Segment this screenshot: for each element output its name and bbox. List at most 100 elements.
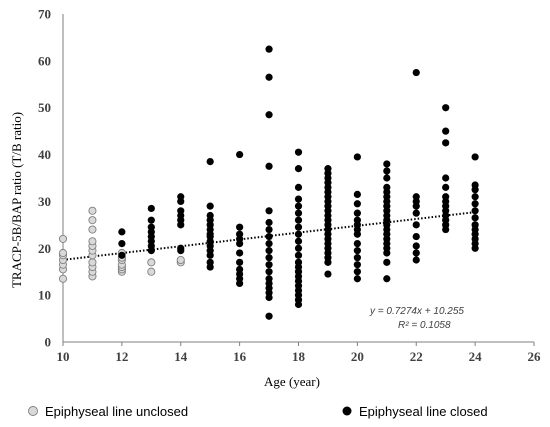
point-closed bbox=[324, 270, 332, 278]
point-closed bbox=[265, 218, 273, 227]
point-closed bbox=[412, 68, 420, 77]
point-closed bbox=[383, 174, 391, 182]
point-closed bbox=[353, 240, 361, 248]
point-closed bbox=[471, 207, 479, 215]
trend-equation: y = 0.7274x + 10.255 bbox=[369, 306, 464, 317]
x-tick-label: 18 bbox=[292, 349, 306, 364]
point-closed bbox=[412, 193, 420, 201]
point-unclosed bbox=[176, 255, 185, 265]
y-tick-label: 70 bbox=[38, 7, 51, 22]
point-unclosed bbox=[88, 258, 97, 267]
point-unclosed bbox=[58, 274, 68, 283]
point-closed bbox=[471, 200, 479, 208]
y-tick-label: 30 bbox=[38, 194, 51, 209]
point-closed bbox=[294, 230, 303, 238]
x-tick-label: 20 bbox=[351, 349, 364, 364]
point-closed bbox=[383, 160, 391, 168]
point-unclosed bbox=[88, 225, 97, 234]
point-closed bbox=[412, 249, 420, 257]
point-closed bbox=[383, 183, 391, 191]
y-axis-ticks: 0 10 20 30 40 50 60 70 bbox=[38, 7, 51, 350]
trend-r-squared: R² = 0.1058 bbox=[398, 320, 451, 331]
point-closed bbox=[412, 209, 420, 217]
x-tick-label: 22 bbox=[410, 349, 423, 364]
point-closed bbox=[206, 211, 214, 220]
x-tick-label: 14 bbox=[174, 349, 188, 364]
point-closed bbox=[118, 240, 126, 248]
point-closed bbox=[265, 247, 273, 255]
point-closed bbox=[265, 225, 273, 234]
point-closed bbox=[353, 247, 361, 255]
point-closed bbox=[147, 204, 155, 213]
point-closed bbox=[353, 153, 361, 161]
x-tick-label: 16 bbox=[233, 349, 247, 364]
point-closed bbox=[294, 258, 303, 266]
point-closed bbox=[294, 165, 303, 173]
y-tick-label: 40 bbox=[38, 147, 51, 162]
point-closed bbox=[118, 228, 126, 236]
point-closed bbox=[412, 256, 420, 264]
point-closed bbox=[294, 195, 303, 203]
point-closed bbox=[383, 167, 391, 175]
point-closed bbox=[412, 242, 420, 250]
point-closed bbox=[265, 111, 273, 119]
point-closed bbox=[236, 230, 244, 238]
point-closed bbox=[236, 249, 244, 257]
y-tick-label: 60 bbox=[38, 53, 51, 68]
x-axis-ticks: 10 12 14 16 18 20 22 24 26 bbox=[57, 342, 542, 364]
point-closed bbox=[442, 193, 450, 201]
point-closed bbox=[294, 251, 303, 259]
point-closed bbox=[471, 181, 479, 189]
point-closed bbox=[177, 193, 185, 201]
point-closed bbox=[442, 183, 450, 191]
point-closed bbox=[353, 254, 361, 262]
point-closed bbox=[412, 232, 420, 241]
y-tick-label: 50 bbox=[38, 100, 51, 115]
point-unclosed bbox=[147, 267, 156, 276]
point-closed bbox=[471, 153, 479, 161]
point-closed bbox=[353, 200, 361, 208]
x-tick-label: 10 bbox=[57, 349, 70, 364]
point-closed bbox=[383, 275, 391, 283]
point-closed bbox=[294, 223, 303, 231]
point-unclosed bbox=[88, 237, 97, 246]
point-closed bbox=[442, 174, 450, 182]
point-closed bbox=[265, 254, 273, 262]
point-closed bbox=[324, 165, 332, 173]
point-closed bbox=[353, 209, 361, 217]
point-closed bbox=[236, 265, 244, 273]
legend-label-unclosed: Epiphyseal line unclosed bbox=[45, 404, 188, 419]
x-tick-label: 12 bbox=[115, 349, 128, 364]
point-closed bbox=[294, 244, 303, 252]
legend-marker-closed bbox=[342, 406, 352, 416]
y-tick-label: 10 bbox=[38, 288, 51, 303]
point-closed bbox=[118, 251, 126, 259]
x-tick-label: 26 bbox=[528, 349, 542, 364]
point-closed bbox=[442, 127, 450, 135]
point-closed bbox=[265, 45, 273, 53]
point-closed bbox=[265, 232, 273, 241]
point-closed bbox=[265, 240, 273, 248]
point-closed bbox=[265, 275, 273, 283]
point-closed bbox=[206, 258, 214, 266]
point-closed bbox=[383, 258, 391, 266]
point-closed bbox=[471, 214, 479, 222]
point-closed bbox=[294, 216, 303, 224]
point-closed bbox=[353, 190, 361, 198]
x-tick-label: 24 bbox=[469, 349, 483, 364]
point-closed bbox=[265, 268, 273, 276]
point-closed bbox=[353, 268, 361, 276]
legend-marker-unclosed bbox=[28, 406, 38, 416]
point-closed bbox=[294, 202, 303, 210]
point-closed bbox=[177, 207, 185, 215]
point-closed bbox=[442, 139, 450, 147]
point-closed bbox=[294, 237, 303, 245]
legend-label-closed: Epiphyseal line closed bbox=[359, 404, 488, 419]
point-closed bbox=[265, 312, 273, 320]
point-closed bbox=[265, 73, 273, 81]
point-closed bbox=[236, 223, 244, 231]
legend: Epiphyseal line unclosed Epiphyseal line… bbox=[28, 404, 488, 419]
point-closed bbox=[353, 261, 361, 269]
point-unclosed bbox=[58, 234, 68, 243]
